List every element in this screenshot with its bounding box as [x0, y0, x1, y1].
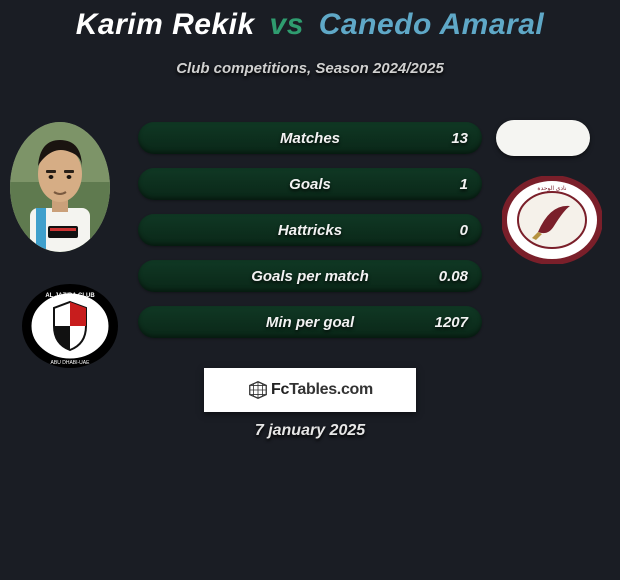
- player1-photo-svg: [10, 122, 110, 252]
- fctables-logo: FcTables.com: [204, 368, 416, 412]
- svg-text:ABU DHABI-UAE: ABU DHABI-UAE: [51, 360, 91, 366]
- subtitle: Club competitions, Season 2024/2025: [0, 60, 620, 77]
- player2-club-badge: نادي الوحدة: [502, 176, 602, 264]
- stat-label: Hattricks: [138, 222, 482, 239]
- stat-row-hattricks: Hattricks 0: [138, 214, 482, 246]
- player2-photo-placeholder: [496, 120, 590, 156]
- stat-label: Goals: [138, 176, 482, 193]
- svg-text:نادي الوحدة: نادي الوحدة: [537, 185, 566, 192]
- player1-name: Karim Rekik: [76, 8, 255, 41]
- date-text: 7 january 2025: [0, 422, 620, 440]
- brand-prefix: Fc: [271, 381, 289, 398]
- stat-label: Goals per match: [138, 268, 482, 285]
- svg-text:AL JAZIRA CLUB: AL JAZIRA CLUB: [45, 293, 95, 299]
- pitch-icon: [247, 379, 269, 401]
- stat-row-goals: Goals 1: [138, 168, 482, 200]
- vs-text: vs: [270, 8, 304, 41]
- player2-name: Canedo Amaral: [319, 8, 544, 41]
- stat-row-matches: Matches 13: [138, 122, 482, 154]
- al-jazira-badge-svg: AL JAZIRA CLUB ABU DHABI-UAE: [20, 282, 120, 370]
- brand-rest: Tables.com: [289, 381, 373, 398]
- fctables-text: FcTables.com: [271, 381, 373, 399]
- page-title: Karim Rekik vs Canedo Amaral: [0, 0, 620, 42]
- stats-panel: Matches 13 Goals 1 Hattricks 0 Goals per…: [138, 122, 482, 352]
- stat-label: Matches: [138, 130, 482, 147]
- al-wahda-badge-svg: نادي الوحدة: [502, 176, 602, 264]
- stat-row-min-per-goal: Min per goal 1207: [138, 306, 482, 338]
- player1-photo: [10, 122, 110, 252]
- player1-club-badge: AL JAZIRA CLUB ABU DHABI-UAE: [20, 282, 120, 370]
- stat-row-goals-per-match: Goals per match 0.08: [138, 260, 482, 292]
- stat-label: Min per goal: [138, 314, 482, 331]
